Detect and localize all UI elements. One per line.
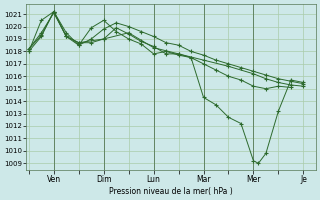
X-axis label: Pression niveau de la mer( hPa ): Pression niveau de la mer( hPa ): [109, 187, 233, 196]
